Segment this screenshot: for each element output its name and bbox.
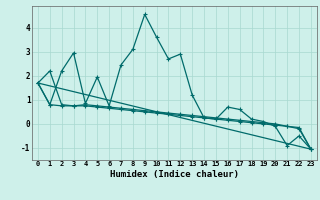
- X-axis label: Humidex (Indice chaleur): Humidex (Indice chaleur): [110, 170, 239, 179]
